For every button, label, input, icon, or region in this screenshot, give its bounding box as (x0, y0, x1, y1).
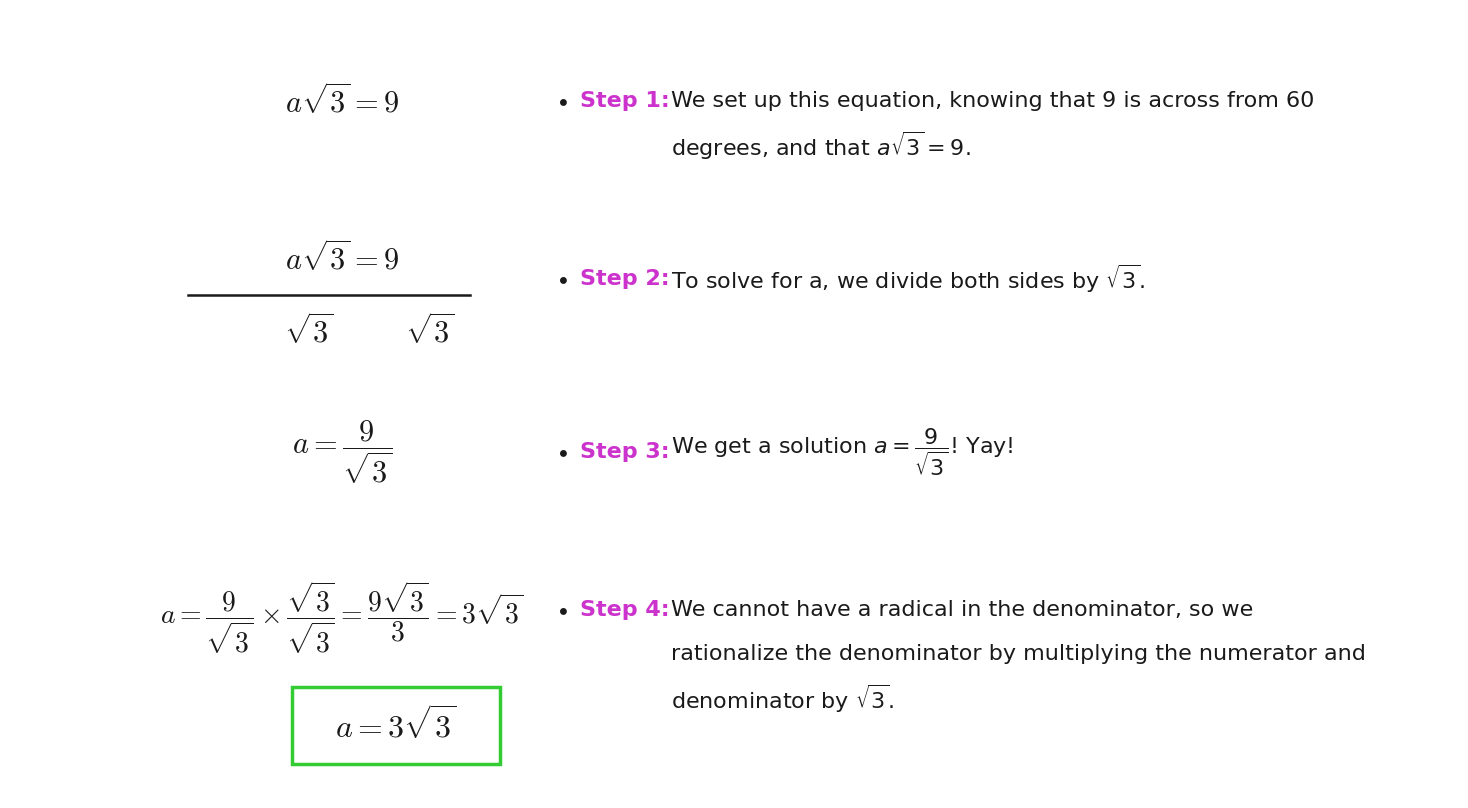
Text: $\sqrt{3}$: $\sqrt{3}$ (405, 314, 454, 349)
Text: We cannot have a radical in the denominator, so we: We cannot have a radical in the denomina… (671, 600, 1254, 620)
Text: $a = \dfrac{9}{\sqrt{3}}$: $a = \dfrac{9}{\sqrt{3}}$ (292, 419, 392, 486)
Text: Step 4:: Step 4: (580, 600, 669, 620)
Text: denominator by $\sqrt{3}$.: denominator by $\sqrt{3}$. (671, 683, 894, 715)
Text: Step 3:: Step 3: (580, 443, 669, 462)
Text: We set up this equation, knowing that 9 is across from 60: We set up this equation, knowing that 9 … (671, 91, 1314, 111)
Text: rationalize the denominator by multiplying the numerator and: rationalize the denominator by multiplyi… (671, 645, 1365, 664)
Text: $\bullet$: $\bullet$ (555, 440, 567, 465)
Text: To solve for a, we divide both sides by $\sqrt{3}$.: To solve for a, we divide both sides by … (671, 263, 1145, 295)
Text: Step 2:: Step 2: (580, 269, 669, 288)
Text: $a = 3\sqrt{3}$: $a = 3\sqrt{3}$ (335, 705, 457, 745)
Text: We get a solution $a = \dfrac{9}{\sqrt{3}}$! Yay!: We get a solution $a = \dfrac{9}{\sqrt{3… (671, 427, 1013, 478)
Text: $a\sqrt{3} = 9$: $a\sqrt{3} = 9$ (285, 83, 399, 119)
Text: $a\sqrt{3} = 9$: $a\sqrt{3} = 9$ (285, 241, 399, 276)
Text: degrees, and that $a\sqrt{3} = 9$.: degrees, and that $a\sqrt{3} = 9$. (671, 129, 970, 162)
Text: Step 1:: Step 1: (580, 91, 669, 111)
Text: $\bullet$: $\bullet$ (555, 598, 567, 622)
Text: $\sqrt{3}$: $\sqrt{3}$ (283, 314, 333, 349)
Text: $a = \dfrac{9}{\sqrt{3}} \times \dfrac{\sqrt{3}}{\sqrt{3}} = \dfrac{9\sqrt{3}}{3: $a = \dfrac{9}{\sqrt{3}} \times \dfrac{\… (160, 580, 524, 656)
Text: $\bullet$: $\bullet$ (555, 267, 567, 291)
Text: $\bullet$: $\bullet$ (555, 89, 567, 113)
FancyBboxPatch shape (292, 687, 501, 764)
